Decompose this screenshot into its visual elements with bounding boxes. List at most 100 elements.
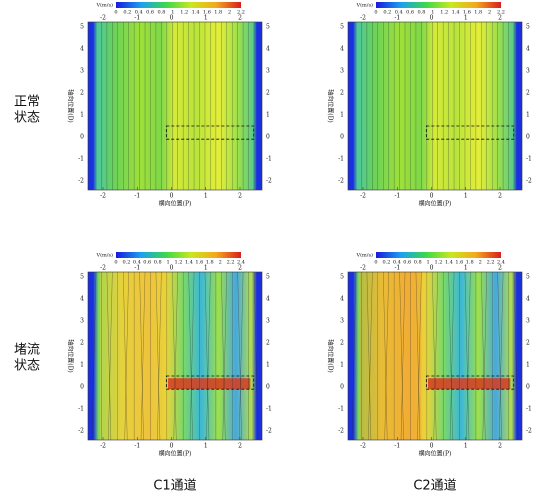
y-axis-label: 轴向位置(D) — [327, 89, 335, 123]
colorbar-tick-label: 2.4 — [237, 260, 245, 266]
y-tick-label: 0 — [80, 384, 84, 391]
x-tick-label: 2 — [498, 15, 502, 22]
y-tick-label: 3 — [80, 68, 84, 75]
row-label: 正常 — [14, 95, 40, 110]
colorbar — [116, 2, 241, 8]
y-tick-label: 1 — [340, 362, 344, 369]
streamline — [513, 271, 519, 441]
y-tick-label: 1 — [80, 362, 84, 369]
colorbar-tick-label: 0.8 — [157, 10, 165, 16]
y-tick-label: 1 — [80, 112, 84, 119]
y-tick-label: 1 — [526, 112, 530, 119]
x-axis-label: 横向位置(P) — [419, 450, 452, 458]
y-tick-label: -1 — [78, 406, 84, 413]
y-tick-label: 5 — [266, 274, 270, 281]
y-tick-label: -2 — [78, 428, 84, 435]
streamline — [449, 271, 455, 441]
colorbar-tick-label: 0.8 — [414, 260, 422, 266]
colorbar-tick-label: 1.8 — [466, 260, 474, 266]
x-tick-label: 1 — [464, 265, 468, 272]
streamline — [173, 271, 178, 441]
y-tick-label: 4 — [80, 296, 84, 303]
colorbar-tick-label: 0 — [374, 10, 377, 16]
x-tick-label: -1 — [394, 193, 400, 200]
velocity-field — [348, 22, 522, 190]
colorbar-tick-label: 1 — [166, 260, 169, 266]
x-tick-label: 2 — [238, 265, 242, 272]
x-tick-label: -1 — [134, 443, 140, 450]
colorbar-tick-label: 0.2 — [382, 260, 390, 266]
x-tick-label: -2 — [100, 15, 106, 22]
y-tick-label: 5 — [526, 24, 530, 31]
colorbar-tick-label: 1 — [431, 10, 434, 16]
colorbar-label: V(m/s) — [95, 2, 113, 9]
y-tick-label: -1 — [338, 406, 344, 413]
y-tick-label: -2 — [338, 178, 344, 185]
y-tick-label: -2 — [338, 428, 344, 435]
y-tick-label: -1 — [266, 406, 272, 413]
y-tick-label: 0 — [80, 134, 84, 141]
x-tick-label: 2 — [498, 265, 502, 272]
y-tick-label: -2 — [526, 178, 532, 185]
streamline — [157, 271, 162, 441]
streamline — [206, 271, 211, 441]
velocity-field — [360, 272, 422, 440]
x-tick-label: -2 — [100, 443, 106, 450]
streamline — [188, 271, 193, 441]
streamline — [221, 271, 226, 441]
y-tick-label: 0 — [340, 384, 344, 391]
y-tick-label: 0 — [266, 134, 270, 141]
velocity-field — [168, 378, 251, 390]
y-tick-label: -1 — [526, 156, 532, 163]
y-tick-label: 2 — [526, 90, 530, 97]
colorbar-tick-label: 1.6 — [463, 10, 471, 16]
colorbar-tick-label: 1.8 — [474, 10, 482, 16]
colorbar-tick-label: 1 — [171, 10, 174, 16]
y-tick-label: -2 — [266, 428, 272, 435]
y-tick-label: -1 — [266, 156, 272, 163]
colorbar-tick-label: 0.8 — [154, 260, 162, 266]
x-tick-label: -1 — [394, 265, 400, 272]
streamline — [123, 271, 128, 441]
streamline — [366, 271, 372, 441]
y-tick-label: 4 — [80, 46, 84, 53]
colorbar-tick-label: 1.4 — [185, 260, 193, 266]
streamline — [108, 271, 113, 441]
y-tick-label: 3 — [266, 318, 270, 325]
streamline — [139, 271, 144, 441]
y-tick-label: -1 — [338, 156, 344, 163]
streamline — [433, 271, 438, 441]
colorbar-tick-label: 1.2 — [175, 260, 183, 266]
streamline — [189, 271, 195, 441]
colorbar-tick-label: 2.2 — [497, 10, 505, 16]
streamline — [124, 271, 129, 441]
streamline — [466, 271, 471, 441]
x-tick-label: 1 — [204, 193, 208, 200]
velocity-field — [348, 272, 522, 440]
y-tick-label: 3 — [526, 68, 530, 75]
y-tick-label: 4 — [266, 296, 270, 303]
x-tick-label: 2 — [238, 193, 242, 200]
x-tick-label: 0 — [430, 15, 434, 22]
y-tick-label: -1 — [526, 406, 532, 413]
colorbar-tick-label: 1.4 — [445, 260, 453, 266]
y-tick-label: 0 — [340, 134, 344, 141]
y-tick-label: 1 — [526, 362, 530, 369]
x-tick-label: 1 — [464, 193, 468, 200]
y-axis-label: 轴向位置(D) — [67, 339, 75, 373]
x-axis-label: 横向位置(P) — [419, 200, 452, 208]
colorbar-tick-label: 0.6 — [403, 260, 411, 266]
y-tick-label: 2 — [80, 90, 84, 97]
y-tick-label: 2 — [266, 90, 270, 97]
x-tick-label: -1 — [394, 15, 400, 22]
x-tick-label: -1 — [394, 443, 400, 450]
y-tick-label: 5 — [80, 24, 84, 31]
velocity-field — [88, 22, 262, 190]
colorbar-tick-label: 1.8 — [206, 260, 214, 266]
y-tick-label: 2 — [266, 340, 270, 347]
colorbar-tick-label: 0.6 — [146, 10, 154, 16]
colorbar-tick-label: 1.4 — [452, 10, 460, 16]
